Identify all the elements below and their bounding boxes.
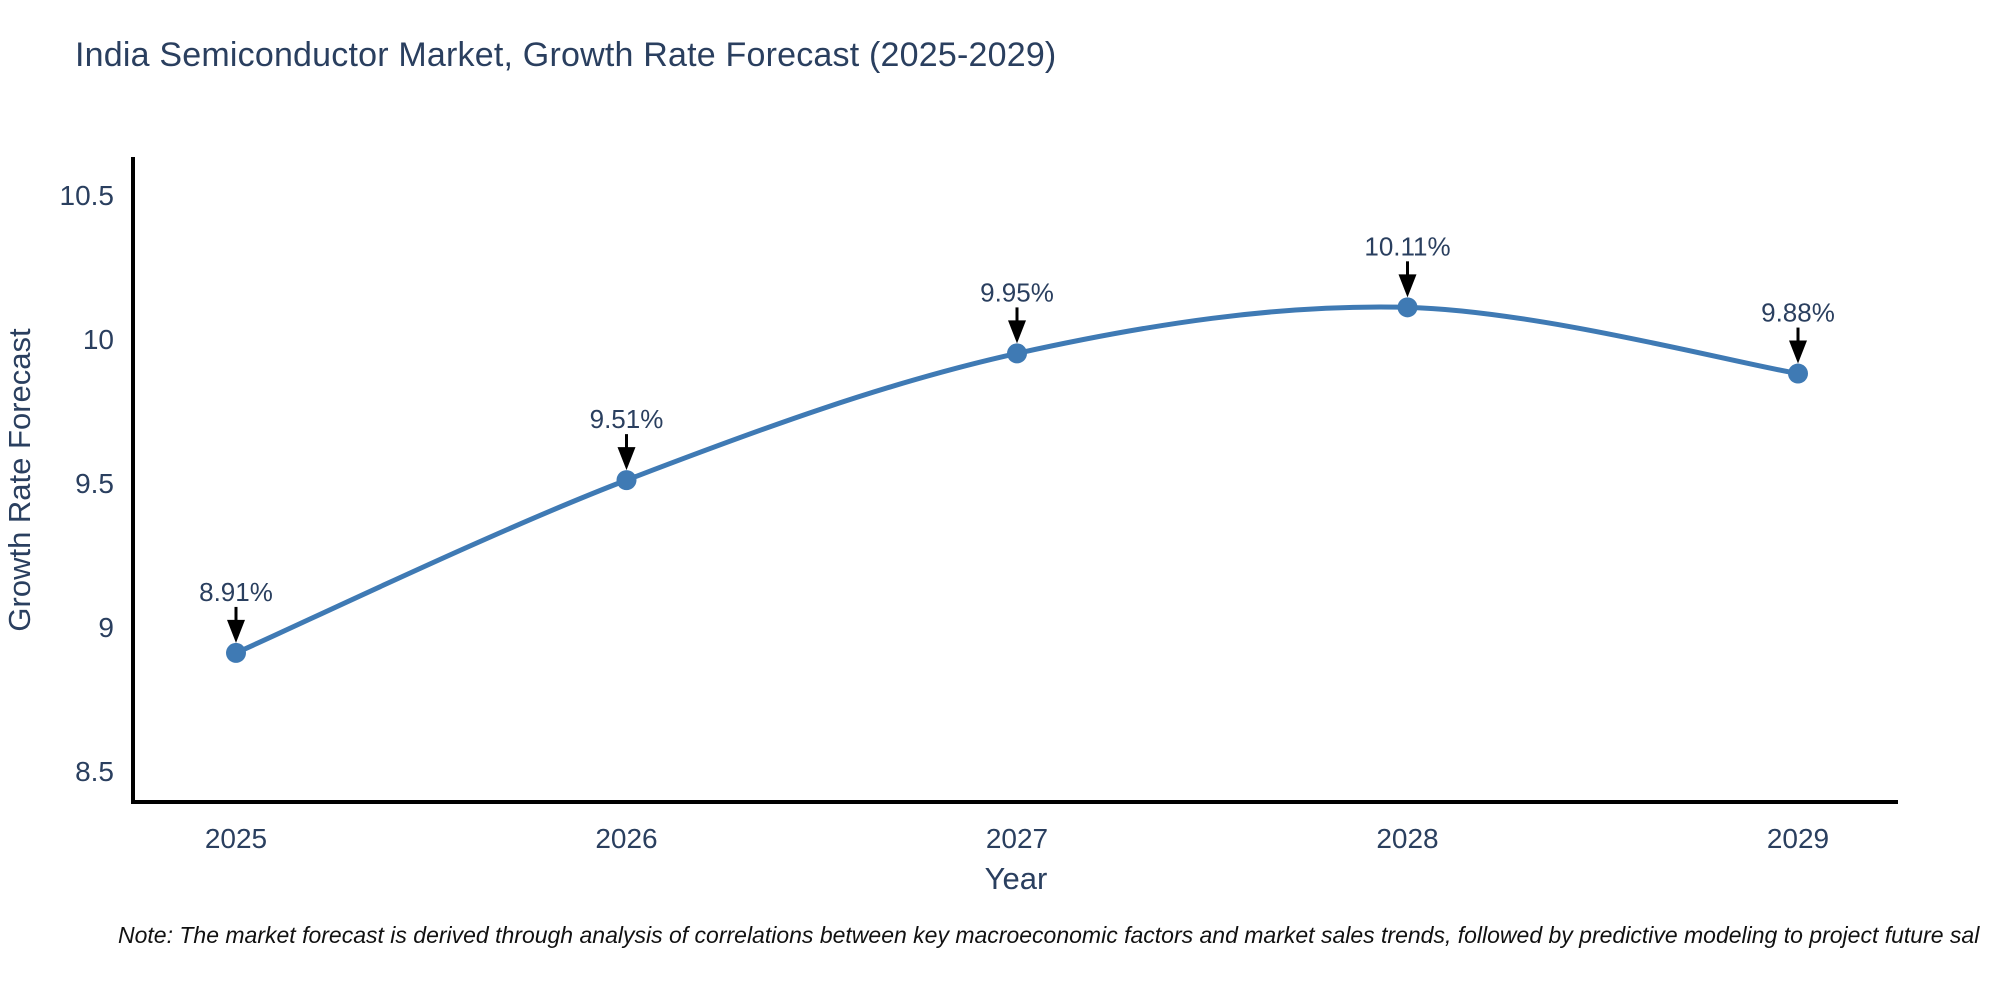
data-point-marker <box>1788 363 1808 384</box>
axes <box>131 157 1898 804</box>
tick-labels: 8.5 9 9.5 10 10.5 2025 2026 2027 2028 2029 <box>60 180 1830 854</box>
annotation-label: 9.95% <box>980 277 1054 307</box>
annotation-arrowhead <box>617 447 636 471</box>
data-point-marker <box>616 470 637 491</box>
x-tick-label: 2029 <box>1767 823 1829 854</box>
y-tick-label: 10.5 <box>60 180 115 211</box>
data-point-marker <box>1007 343 1027 364</box>
y-tick-label: 8.5 <box>75 756 114 787</box>
annotation-label: 9.88% <box>1761 298 1835 328</box>
x-axis-title: Year <box>985 861 1048 896</box>
x-tick-label: 2027 <box>986 823 1048 854</box>
y-tick-label: 10 <box>83 324 114 355</box>
annotation-arrowhead <box>1398 274 1417 298</box>
chart-footnote: Note: The market forecast is derived thr… <box>118 922 1980 948</box>
y-tick-label: 9.5 <box>75 468 114 499</box>
x-tick-label: 2028 <box>1376 823 1438 854</box>
chart-title: India Semiconductor Market, Growth Rate … <box>75 36 1057 74</box>
x-tick-label: 2025 <box>205 823 267 854</box>
annotation-arrowhead <box>1008 320 1026 344</box>
point-annotations: 8.91% 9.51% 9.95% 10.11% 9.88% <box>199 231 1835 643</box>
y-axis-title: Growth Rate Forecast <box>2 328 37 632</box>
annotation-label: 9.51% <box>590 404 664 434</box>
annotation-label: 10.11% <box>1364 231 1450 261</box>
data-series <box>226 297 1808 663</box>
annotation-label: 8.91% <box>199 577 273 607</box>
x-tick-label: 2026 <box>595 823 657 854</box>
data-point-marker <box>226 642 246 663</box>
annotation-arrowhead <box>227 619 245 643</box>
y-tick-label: 9 <box>98 612 114 643</box>
data-point-marker <box>1397 297 1418 318</box>
annotation-arrowhead <box>1789 340 1807 364</box>
